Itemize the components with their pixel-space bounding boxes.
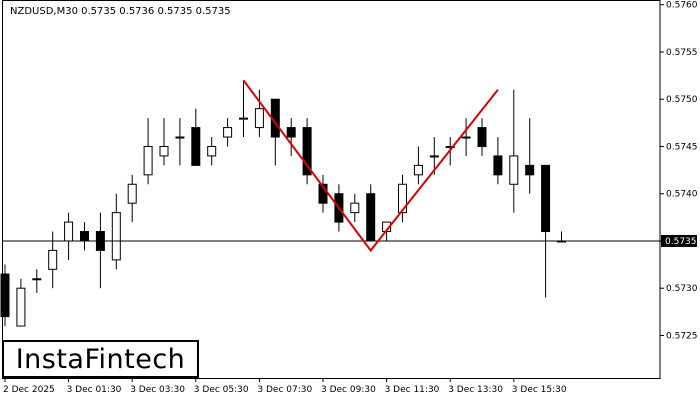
candle [127, 174, 137, 223]
candle [270, 98, 280, 166]
plot-frame [2, 0, 661, 379]
bear-candle-body [493, 155, 503, 176]
bull-candle-body [159, 145, 169, 157]
candle [95, 212, 105, 289]
price-axis: 0.5760 0.5755 0.5750 0.5745 0.5740 0.5735 0.57… [660, 1, 698, 341]
bear-candle-body [191, 127, 201, 166]
y-tick-label: 0.5750 [666, 95, 698, 105]
bear-candle-body [80, 231, 89, 242]
bear-candle-body [302, 127, 312, 176]
x-tick-label: 3 Dec 03:30 [130, 385, 185, 395]
candle [286, 118, 296, 156]
candle [223, 118, 233, 147]
bear-candle-body [541, 164, 551, 233]
candle [366, 184, 376, 242]
candle [254, 89, 264, 138]
bear-candle-body [318, 183, 328, 204]
x-tick-label: 3 Dec 07:30 [257, 385, 312, 395]
y-tick-label: 0.5725 [666, 331, 698, 341]
candle [477, 118, 487, 156]
bull-candle-body [111, 212, 121, 261]
bear-candle-body [286, 127, 296, 138]
bull-candle-body [461, 136, 471, 139]
candle [239, 80, 248, 138]
y-tick-label: 0.5745 [666, 142, 698, 152]
y-tick-label: 0.5730 [666, 284, 698, 294]
time-axis: 2 Dec 2025 3 Dec 01:30 3 Dec 03:30 3 Dec 05… [3, 378, 567, 395]
bull-candle-body [64, 221, 74, 242]
candle [398, 174, 407, 223]
x-tick-label: 3 Dec 11:30 [385, 385, 440, 395]
bull-candle-body [223, 127, 233, 138]
y-tick-label: 0.5760 [666, 1, 698, 11]
bull-candle-body [413, 164, 423, 176]
candle [32, 269, 42, 293]
candle [111, 193, 121, 270]
candle [207, 137, 217, 166]
candle [413, 146, 423, 185]
candle [191, 108, 201, 166]
candle [64, 212, 74, 260]
bull-candle-body [16, 287, 26, 327]
instafintech-logo: InstaFintech [2, 340, 199, 378]
bull-candle-body [398, 183, 407, 214]
candle [318, 174, 328, 213]
double-top-pattern-line [242, 79, 499, 253]
candle [541, 164, 551, 298]
bull-candle-body [175, 136, 185, 139]
candle [143, 118, 153, 185]
bull-candle-body [127, 183, 137, 204]
bull-candle-body [509, 155, 519, 185]
bull-candle-body [350, 202, 360, 214]
bull-candle-body [32, 278, 42, 281]
bull-candle-body [207, 145, 217, 157]
x-tick-label: 2 Dec 2025 [3, 385, 55, 395]
y-tick-label: 0.5755 [666, 48, 698, 58]
current-price-box [661, 234, 697, 247]
symbol-info-label: NZDUSD,M30 0.5735 0.5736 0.5735 0.5735 [10, 6, 231, 17]
bear-candle-body [0, 273, 10, 318]
x-tick-label: 3 Dec 05:30 [194, 385, 249, 395]
candle [557, 231, 566, 243]
bull-candle-body [254, 108, 264, 129]
candle [16, 278, 26, 327]
bear-candle-body [525, 164, 535, 176]
bear-candle-body [366, 193, 376, 242]
x-tick-label: 3 Dec 01:30 [67, 385, 122, 395]
logo-text: InstaFintech [15, 343, 186, 375]
bull-candle-body [445, 145, 455, 148]
candle [350, 193, 360, 223]
y-tick-label: 0.5740 [666, 190, 698, 200]
bull-candle-body [143, 145, 153, 176]
candle [493, 137, 503, 185]
candle [461, 118, 471, 156]
x-tick-label: 3 Dec 13:30 [448, 385, 503, 395]
candle [0, 264, 10, 327]
candles-layer [0, 80, 566, 327]
bear-candle-body [477, 127, 487, 147]
x-tick-label: 3 Dec 09:30 [321, 385, 376, 395]
bull-candle-body [429, 155, 439, 158]
candle [175, 118, 185, 166]
bull-candle-body [48, 249, 58, 270]
candle [80, 222, 89, 251]
current-price-label: 0.5735 [665, 237, 697, 247]
bull-candle-body [239, 117, 248, 120]
candle [48, 231, 58, 289]
candle [525, 118, 535, 194]
candle [159, 118, 169, 166]
x-tick-label: 3 Dec 15:30 [512, 385, 567, 395]
candle [302, 118, 312, 185]
candle [509, 89, 519, 213]
